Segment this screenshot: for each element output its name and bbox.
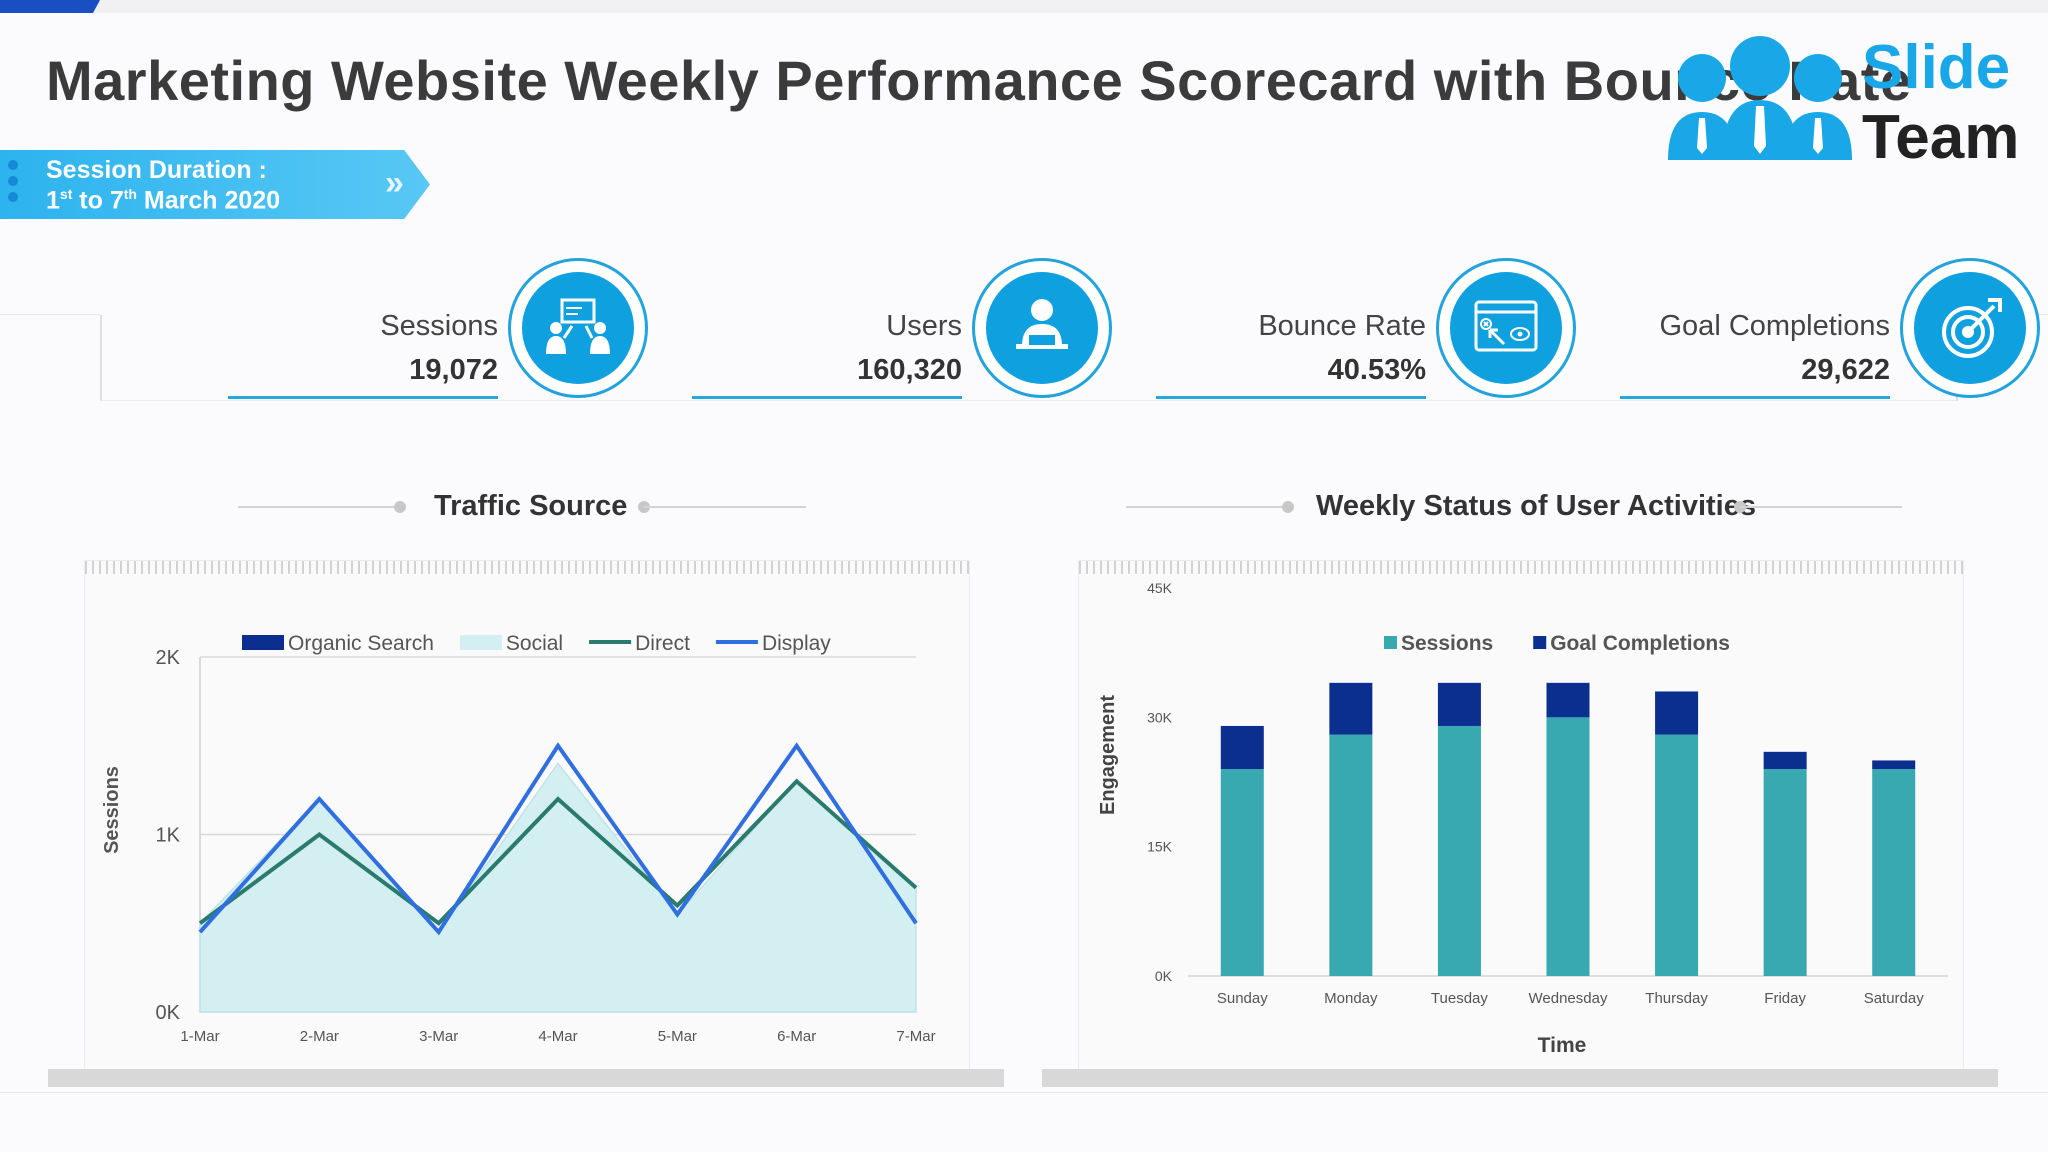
x-tick-label: Thursday — [1645, 990, 1708, 1007]
y-tick-label: 15K — [1147, 839, 1173, 855]
kpi-label: Users — [886, 310, 962, 342]
presentation-people-icon — [546, 298, 610, 354]
legend-label-goal-completions: Goal Completions — [1550, 632, 1730, 655]
target-arrow-icon — [1942, 298, 2002, 358]
kpi-label: Sessions — [380, 310, 498, 342]
y-axis-label: Sessions — [101, 766, 123, 854]
divider — [644, 506, 806, 508]
kpi-value: 19,072 — [409, 354, 498, 386]
bar-sessions — [1437, 725, 1481, 976]
bar-sessions — [1546, 717, 1590, 976]
logo-text-team: Team — [1862, 103, 2020, 172]
legend-swatch-social — [459, 635, 502, 650]
browser-cursor-icon — [1474, 300, 1538, 352]
x-tick-label: 4-Mar — [538, 1028, 577, 1045]
traffic-source-chart: 0K 1K 2K 1-Mar 2-Mar 3-Mar 4-Mar 5-Mar 6-Mar 7-M… — [101, 632, 936, 1045]
user-laptop-icon — [1016, 299, 1068, 349]
kpi-value: 40.53% — [1327, 354, 1426, 386]
legend-label-social: Social — [506, 632, 563, 655]
x-tick-label: 3-Mar — [419, 1028, 458, 1045]
top-bar-accent — [0, 0, 100, 13]
x-tick-label: 1-Mar — [180, 1028, 219, 1045]
y-tick-label: 30K — [1147, 709, 1173, 725]
session-duration-dates: 1st to 7th March 2020 — [46, 186, 281, 215]
x-tick-label: Friday — [1764, 990, 1806, 1007]
x-tick-label: Saturday — [1864, 990, 1925, 1007]
bar-goal-completions — [1872, 760, 1916, 770]
y-axis-label: Engagement — [1097, 695, 1119, 815]
kpi-label: Goal Completions — [1659, 310, 1891, 342]
panel-base — [1042, 1069, 1998, 1087]
legend-label-display: Display — [762, 632, 831, 655]
x-tick-label: 2-Mar — [300, 1028, 339, 1045]
divider — [1740, 506, 1902, 508]
x-tick-label: 6-Mar — [777, 1028, 816, 1045]
weekly-status-title: Weekly Status of User Activities — [1316, 490, 1756, 522]
bar-goal-completions — [1437, 682, 1481, 726]
bar-goal-completions — [1220, 725, 1264, 770]
team-people-icon — [1668, 36, 1852, 160]
y-tick-label: 2K — [156, 647, 181, 669]
x-tick-label: Sunday — [1217, 990, 1268, 1007]
divider-dot — [1282, 501, 1294, 513]
x-tick-label: 5-Mar — [658, 1028, 697, 1045]
weekly-status-chart: 0K 15K 30K 45K Sunday Monday Tuesday Wednesday… — [1097, 580, 1948, 1057]
kpi-goal-completions: Goal Completions 29,622 — [1620, 258, 2040, 400]
double-chevron-right-icon: » — [385, 164, 404, 202]
top-bar — [0, 0, 2048, 13]
series-line-display — [198, 742, 918, 936]
legend-label-organic-search: Organic Search — [288, 632, 434, 655]
bar-goal-completions — [1655, 691, 1699, 735]
bar-goal-completions — [1329, 682, 1373, 735]
series-line-direct — [198, 778, 918, 926]
legend-swatch-organic-search — [242, 635, 284, 650]
x-tick-label: Wednesday — [1529, 990, 1608, 1007]
bottom-divider — [0, 1092, 2048, 1093]
kpi-label: Bounce Rate — [1258, 310, 1426, 342]
divider — [1126, 506, 1288, 508]
bar-sessions — [1655, 734, 1699, 976]
banner-dots — [8, 160, 20, 208]
x-tick-label: Tuesday — [1431, 990, 1488, 1007]
x-axis-label: Time — [1538, 1034, 1587, 1057]
y-tick-label: 0K — [156, 1002, 181, 1024]
page-title: Marketing Website Weekly Performance Sco… — [46, 49, 1912, 112]
kpi-value: 160,320 — [857, 354, 962, 386]
legend-label-direct: Direct — [635, 632, 690, 655]
kpi-users: Users 160,320 — [692, 258, 1112, 400]
y-tick-label: 45K — [1147, 580, 1173, 596]
kpi-bounce-rate: Bounce Rate 40.53% — [1156, 258, 1576, 400]
legend-swatch-goal-completions — [1533, 636, 1547, 649]
y-tick-label: 1K — [156, 825, 181, 847]
slideteam-logo: Slide Team — [1660, 28, 2040, 172]
bar-sessions — [1220, 769, 1264, 976]
bar-goal-completions — [1546, 682, 1590, 718]
bar-goal-completions — [1763, 751, 1807, 770]
kpi-strip: Sessions 19,072 Users 160,320 — [0, 258, 2048, 401]
x-tick-label: 7-Mar — [896, 1028, 935, 1045]
kpi-sessions: Sessions 19,072 — [228, 258, 648, 400]
logo-text-slide: Slide — [1862, 33, 2011, 102]
panel-base — [48, 1069, 1004, 1087]
series-area-social — [199, 762, 917, 1013]
legend-swatch-sessions — [1384, 636, 1397, 649]
divider — [238, 506, 400, 508]
traffic-source-title: Traffic Source — [434, 490, 628, 522]
session-duration-banner: Session Duration : 1st to 7th March 2020… — [0, 150, 430, 219]
divider-dot — [394, 501, 406, 513]
kpi-value: 29,622 — [1801, 354, 1890, 386]
bar-sessions — [1329, 734, 1373, 976]
bar-sessions — [1872, 769, 1916, 976]
bar-sessions — [1763, 769, 1807, 976]
y-tick-label: 0K — [1155, 968, 1173, 984]
legend-label-sessions: Sessions — [1401, 632, 1493, 655]
x-tick-label: Monday — [1324, 990, 1378, 1007]
session-duration-label: Session Duration : — [46, 156, 267, 184]
